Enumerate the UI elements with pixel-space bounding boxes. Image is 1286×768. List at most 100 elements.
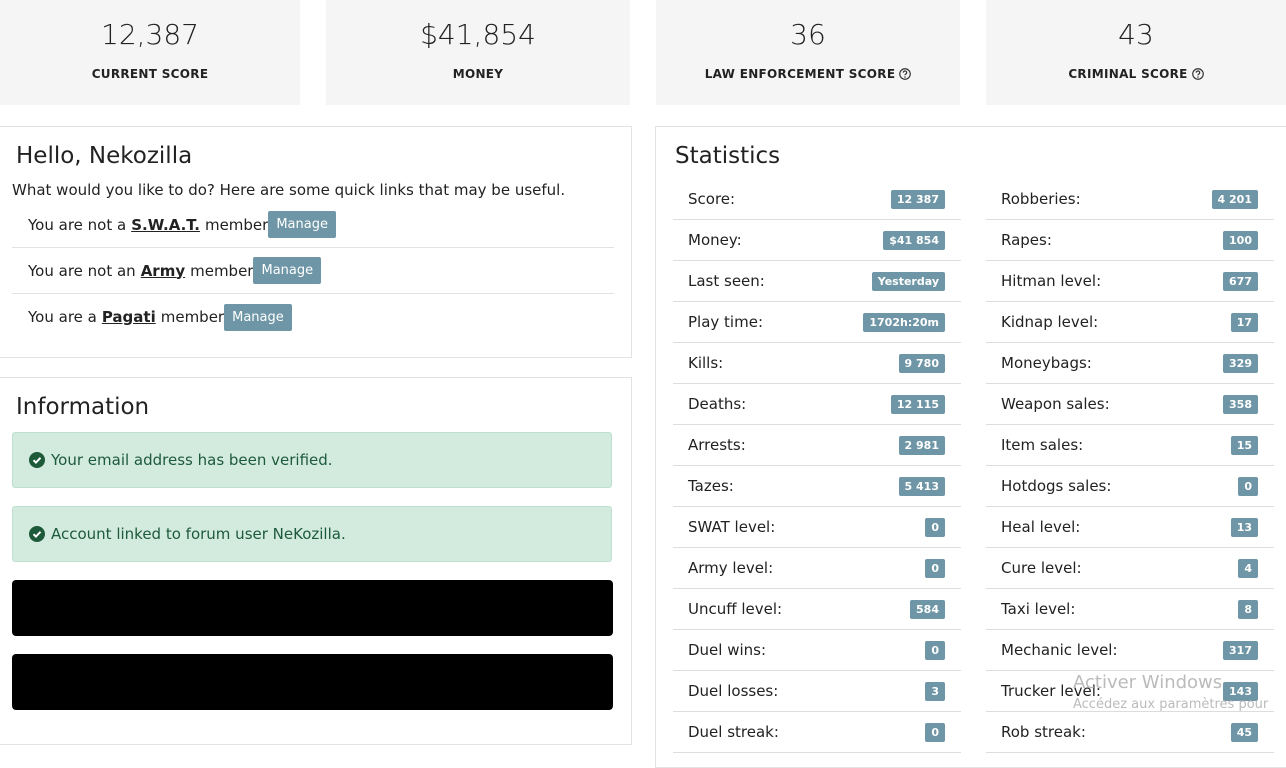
stat-label: SWAT level: <box>688 518 776 536</box>
stat-row: Duel wins: 0 <box>673 630 961 671</box>
stat-badge: 2 981 <box>898 435 945 455</box>
stat-row: Duel losses: 3 <box>673 671 961 712</box>
stat-row: Rob streak: 45 <box>986 712 1274 753</box>
stat-label: Trucker level: <box>1001 682 1101 700</box>
group-link[interactable]: S.W.A.T. <box>131 215 200 234</box>
stat-label: Hitman level: <box>1001 272 1102 290</box>
card-label-text: CURRENT SCORE <box>91 67 209 81</box>
stat-badge: $41 854 <box>883 230 945 250</box>
stat-label: Last seen: <box>688 272 765 290</box>
stat-badge: 143 <box>1223 681 1258 701</box>
manage-button[interactable]: Manage <box>268 211 336 238</box>
stat-badge: 0 <box>925 722 945 742</box>
stat-badge: 329 <box>1223 353 1258 373</box>
stat-label: Mechanic level: <box>1001 641 1118 659</box>
stat-label: Weapon sales: <box>1001 395 1110 413</box>
card-value: 36 <box>790 18 826 51</box>
watermark-subtitle: Accédez aux paramètres pour <box>1073 697 1269 712</box>
redacted-block <box>12 654 613 710</box>
stat-label: Rob streak: <box>1001 723 1086 741</box>
stat-label: Play time: <box>688 313 763 331</box>
stat-badge: 5 413 <box>898 476 945 496</box>
greeting-title: Hello, Nekozilla <box>16 143 193 169</box>
stat-row: Mechanic level: 317 <box>986 630 1274 671</box>
stat-row: Heal level: 13 <box>986 507 1274 548</box>
stat-badge: 4 201 <box>1211 189 1258 209</box>
redacted-block <box>12 580 613 636</box>
membership-suffix: member <box>190 261 254 280</box>
membership-suffix: member <box>160 308 225 326</box>
stat-label: Item sales: <box>1001 436 1084 454</box>
stat-badge: 8 <box>1238 599 1258 619</box>
stat-row: Army level: 0 <box>673 548 961 589</box>
help-icon <box>1191 68 1204 80</box>
check-icon <box>29 526 45 542</box>
stat-badge: 17 <box>1230 312 1258 332</box>
stat-row: Tazes: 5 413 <box>673 466 961 507</box>
stat-badge: Yesterday <box>871 271 945 291</box>
membership-prefix: You are not a <box>28 215 127 234</box>
membership-prefix: You are not an <box>28 261 136 280</box>
card-value: $41,854 <box>420 18 536 51</box>
stat-card: 12,387 CURRENT SCORE <box>0 0 300 105</box>
stat-row: Robberies: 4 201 <box>986 179 1274 220</box>
stat-badge: 12 115 <box>890 394 945 414</box>
stat-label: Kills: <box>688 354 724 372</box>
stat-row: Hitman level: 677 <box>986 261 1274 302</box>
stat-label: Taxi level: <box>1001 600 1076 618</box>
stat-label: Rapes: <box>1001 231 1052 249</box>
stat-row: Arrests: 2 981 <box>673 425 961 466</box>
stat-badge: 677 <box>1223 271 1258 291</box>
stat-badge: 3 <box>925 681 945 701</box>
card-label-text: CRIMINAL SCORE <box>1068 67 1188 81</box>
stat-row: SWAT level: 0 <box>673 507 961 548</box>
alert: Your email address has been verified. <box>12 432 612 488</box>
stat-row: Hotdogs sales: 0 <box>986 466 1274 507</box>
stat-row: Last seen: Yesterday <box>673 261 961 302</box>
manage-button[interactable]: Manage <box>253 257 322 284</box>
watermark-title: Activer Windows <box>1073 672 1223 693</box>
alert-text: Account linked to forum user NeKozilla. <box>51 525 346 543</box>
stat-row: Money: $41 854 <box>673 220 961 261</box>
stat-badge: 0 <box>1238 476 1258 496</box>
membership-row: You are not an Army member Manage <box>12 248 614 294</box>
membership-row: You are a Pagati member Manage <box>12 294 614 340</box>
group-link[interactable]: Pagati <box>101 308 156 326</box>
stat-badge: 9 780 <box>898 353 945 373</box>
help-icon <box>899 68 912 80</box>
stat-badge: 358 <box>1223 394 1258 414</box>
stat-label: Duel losses: <box>688 682 779 700</box>
statistics-panel: Statistics Score: 12 387 Money: $41 854 Last … <box>655 126 1286 768</box>
check-icon <box>29 452 45 468</box>
manage-button[interactable]: Manage <box>224 303 292 331</box>
card-label: CRIMINAL SCORE <box>986 67 1286 81</box>
stat-badge: 0 <box>925 640 945 660</box>
stat-label: Hotdogs sales: <box>1001 477 1112 495</box>
stat-badge: 1702h:20m <box>863 312 945 332</box>
stat-badge: 12 387 <box>890 189 945 209</box>
stat-card: 43 CRIMINAL SCORE <box>986 0 1286 105</box>
stat-label: Tazes: <box>688 477 734 495</box>
card-label-text: LAW ENFORCEMENT SCORE <box>704 67 896 81</box>
information-title: Information <box>16 394 150 420</box>
card-value: 12,387 <box>101 18 199 51</box>
group-link[interactable]: Army <box>140 261 186 280</box>
stat-label: Heal level: <box>1001 518 1081 536</box>
membership-row: You are not a S.W.A.T. member Manage <box>12 202 614 248</box>
stat-badge: 584 <box>910 599 945 619</box>
stat-row: Kills: 9 780 <box>673 343 961 384</box>
stat-row: Kidnap level: 17 <box>986 302 1274 343</box>
stat-label: Arrests: <box>688 436 746 454</box>
stat-badge: 317 <box>1223 640 1258 660</box>
statistics-title: Statistics <box>675 143 781 169</box>
greeting-subtitle: What would you like to do? Here are some… <box>12 181 566 199</box>
stat-badge: 0 <box>925 517 945 537</box>
stat-row: Taxi level: 8 <box>986 589 1274 630</box>
greeting-panel: Hello, Nekozilla What would you like to d… <box>0 126 632 358</box>
card-label: MONEY <box>326 67 630 81</box>
stat-label: Money: <box>688 231 742 249</box>
stat-card: 36 LAW ENFORCEMENT SCORE <box>656 0 960 105</box>
stat-label: Cure level: <box>1001 559 1082 577</box>
stat-label: Duel wins: <box>688 641 767 659</box>
card-label: CURRENT SCORE <box>0 67 300 81</box>
